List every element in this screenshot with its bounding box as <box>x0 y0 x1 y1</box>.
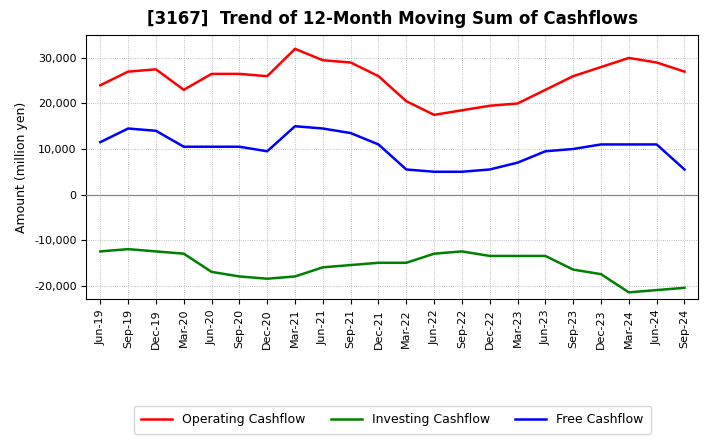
Investing Cashflow <box>318 265 327 270</box>
Investing Cashflow <box>430 251 438 257</box>
Free Cashflow <box>652 142 661 147</box>
Free Cashflow <box>263 149 271 154</box>
Investing Cashflow <box>541 253 550 259</box>
Operating Cashflow <box>680 69 689 74</box>
Free Cashflow <box>207 144 216 149</box>
Investing Cashflow <box>152 249 161 254</box>
Operating Cashflow <box>291 46 300 51</box>
Free Cashflow <box>179 144 188 149</box>
Operating Cashflow <box>179 87 188 92</box>
Investing Cashflow <box>207 269 216 275</box>
Free Cashflow <box>541 149 550 154</box>
Free Cashflow <box>624 142 633 147</box>
Free Cashflow <box>346 130 355 136</box>
Free Cashflow <box>374 142 383 147</box>
Operating Cashflow <box>458 108 467 113</box>
Investing Cashflow <box>402 260 410 265</box>
Operating Cashflow <box>402 99 410 104</box>
Investing Cashflow <box>513 253 522 259</box>
Investing Cashflow <box>458 249 467 254</box>
Operating Cashflow <box>207 71 216 77</box>
Line: Operating Cashflow: Operating Cashflow <box>100 49 685 115</box>
Operating Cashflow <box>374 73 383 79</box>
Investing Cashflow <box>96 249 104 254</box>
Investing Cashflow <box>263 276 271 281</box>
Free Cashflow <box>318 126 327 131</box>
Operating Cashflow <box>263 73 271 79</box>
Investing Cashflow <box>235 274 243 279</box>
Free Cashflow <box>235 144 243 149</box>
Free Cashflow <box>458 169 467 174</box>
Operating Cashflow <box>346 60 355 65</box>
Operating Cashflow <box>569 73 577 79</box>
Free Cashflow <box>402 167 410 172</box>
Operating Cashflow <box>597 64 606 70</box>
Operating Cashflow <box>430 112 438 117</box>
Operating Cashflow <box>541 87 550 92</box>
Free Cashflow <box>291 124 300 129</box>
Operating Cashflow <box>318 58 327 63</box>
Investing Cashflow <box>569 267 577 272</box>
Free Cashflow <box>597 142 606 147</box>
Investing Cashflow <box>291 274 300 279</box>
Operating Cashflow <box>152 67 161 72</box>
Operating Cashflow <box>124 69 132 74</box>
Operating Cashflow <box>624 55 633 61</box>
Free Cashflow <box>680 167 689 172</box>
Investing Cashflow <box>597 271 606 277</box>
Free Cashflow <box>485 167 494 172</box>
Title: [3167]  Trend of 12-Month Moving Sum of Cashflows: [3167] Trend of 12-Month Moving Sum of C… <box>147 10 638 28</box>
Operating Cashflow <box>485 103 494 108</box>
Free Cashflow <box>513 160 522 165</box>
Investing Cashflow <box>179 251 188 257</box>
Operating Cashflow <box>513 101 522 106</box>
Investing Cashflow <box>374 260 383 265</box>
Y-axis label: Amount (million yen): Amount (million yen) <box>16 102 29 233</box>
Free Cashflow <box>124 126 132 131</box>
Investing Cashflow <box>652 287 661 293</box>
Operating Cashflow <box>96 83 104 88</box>
Free Cashflow <box>430 169 438 174</box>
Line: Investing Cashflow: Investing Cashflow <box>100 249 685 292</box>
Investing Cashflow <box>624 290 633 295</box>
Line: Free Cashflow: Free Cashflow <box>100 126 685 172</box>
Free Cashflow <box>96 139 104 145</box>
Operating Cashflow <box>652 60 661 65</box>
Investing Cashflow <box>124 246 132 252</box>
Operating Cashflow <box>235 71 243 77</box>
Legend: Operating Cashflow, Investing Cashflow, Free Cashflow: Operating Cashflow, Investing Cashflow, … <box>134 406 651 434</box>
Free Cashflow <box>569 147 577 152</box>
Free Cashflow <box>152 128 161 133</box>
Investing Cashflow <box>346 262 355 268</box>
Investing Cashflow <box>680 285 689 290</box>
Investing Cashflow <box>485 253 494 259</box>
